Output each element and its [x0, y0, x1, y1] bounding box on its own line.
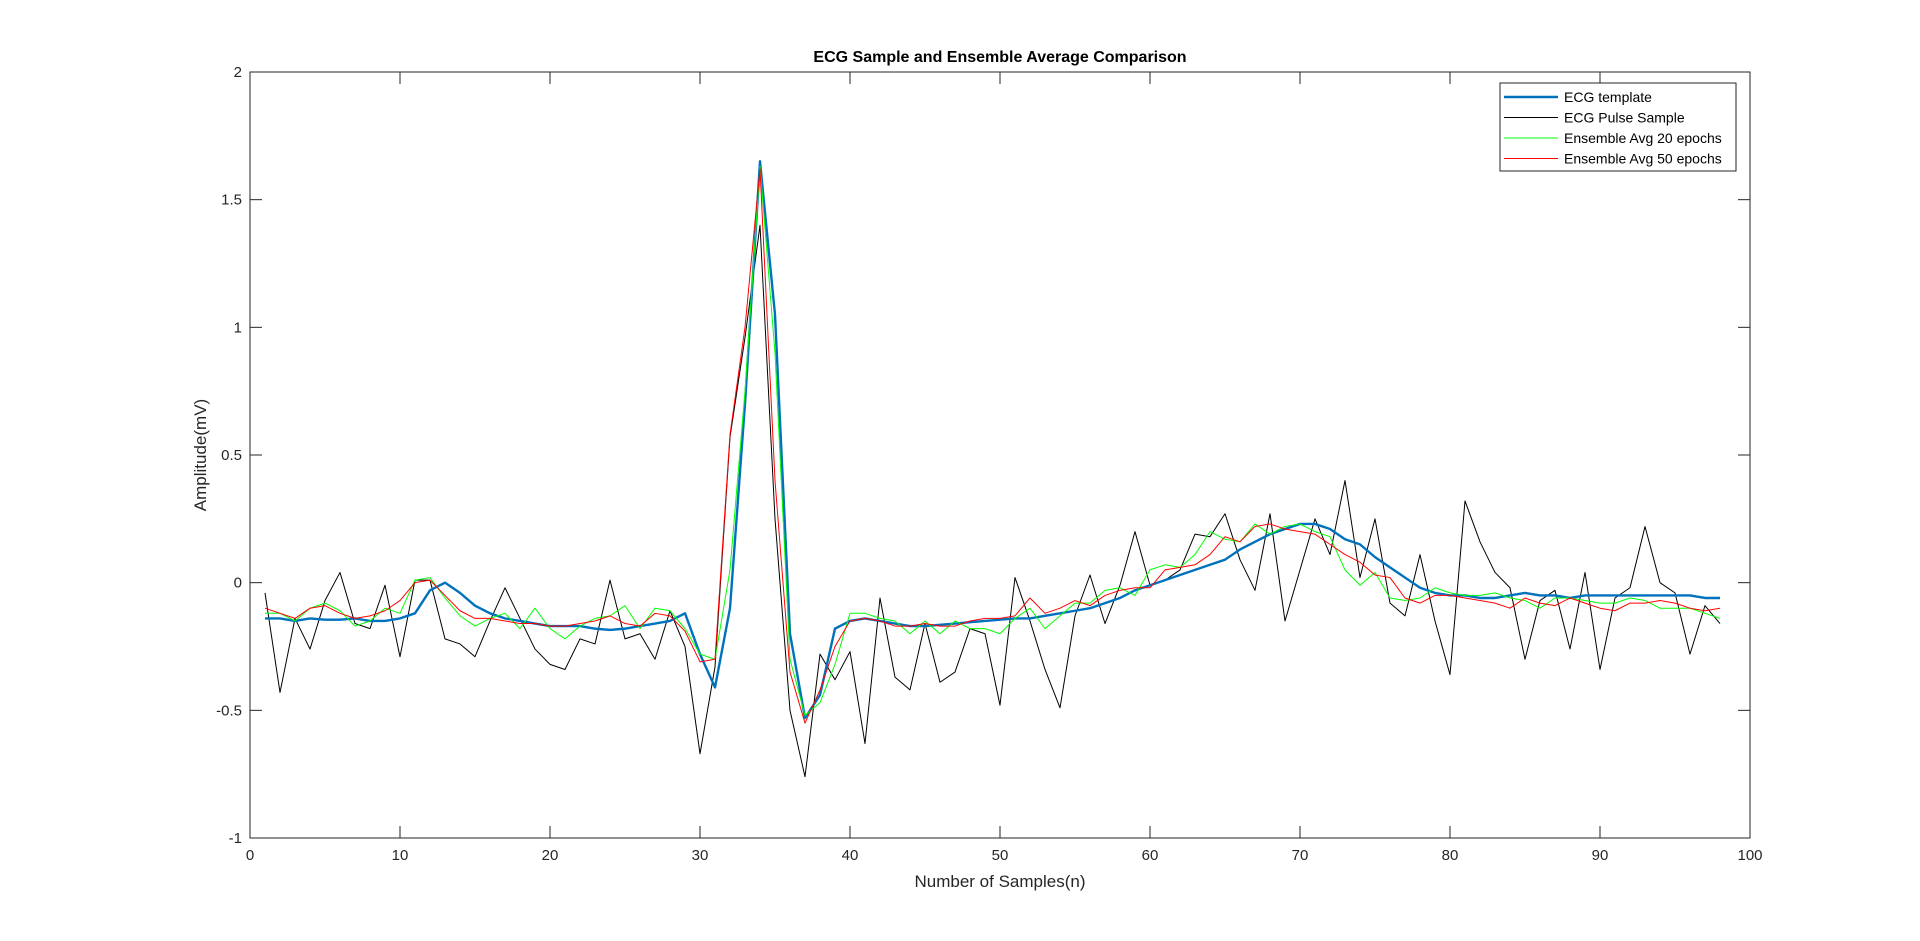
legend-label: ECG template — [1564, 89, 1652, 105]
series-line-ecg-pulse-sample — [264, 224, 1721, 778]
y-axis-label: Amplitude(mV) — [191, 399, 210, 511]
x-tick-labels: 0 10 20 30 40 50 60 70 80 90 100 — [246, 847, 1763, 864]
plot-area — [249, 71, 1751, 839]
x-tick-label: 40 — [842, 847, 859, 864]
x-axis-label: Number of Samples(n) — [914, 872, 1085, 891]
y-tick-labels: -1 -0.5 0 0.5 1 1.5 2 — [216, 64, 242, 847]
y-tick-label: -1 — [229, 830, 242, 847]
legend-label: Ensemble Avg 50 epochs — [1564, 151, 1722, 167]
x-tick-label: 80 — [1442, 847, 1459, 864]
y-tick-label: -0.5 — [216, 702, 242, 719]
y-tick-label: 1.5 — [221, 192, 242, 209]
x-tick-label: 60 — [1142, 847, 1159, 864]
x-tick-label: 30 — [692, 847, 709, 864]
series-layer — [264, 160, 1721, 778]
y-tick-label: 2 — [234, 64, 242, 81]
y-tick-label: 0 — [234, 575, 242, 592]
x-tick-label: 10 — [392, 847, 409, 864]
legend-label: Ensemble Avg 20 epochs — [1564, 130, 1722, 146]
x-tick-label: 0 — [246, 847, 254, 864]
y-tick-label: 1 — [234, 319, 242, 336]
chart-title: ECG Sample and Ensemble Average Comparis… — [813, 49, 1186, 66]
series-line-ecg-template — [265, 160, 1720, 720]
series-line-ensemble-avg-50-epochs — [264, 168, 1721, 724]
legend: ECG template ECG Pulse Sample Ensemble Avg… — [1499, 82, 1737, 172]
series-line-ensemble-avg-20-epochs — [265, 165, 1721, 716]
x-tick-label: 70 — [1292, 847, 1309, 864]
x-tick-label: 100 — [1737, 847, 1762, 864]
x-tick-label: 50 — [992, 847, 1009, 864]
x-tick-label: 90 — [1592, 847, 1609, 864]
y-tick-label: 0.5 — [221, 447, 242, 464]
legend-label: ECG Pulse Sample — [1564, 110, 1685, 126]
x-tick-label: 20 — [542, 847, 559, 864]
tick-marks — [249, 71, 1751, 839]
